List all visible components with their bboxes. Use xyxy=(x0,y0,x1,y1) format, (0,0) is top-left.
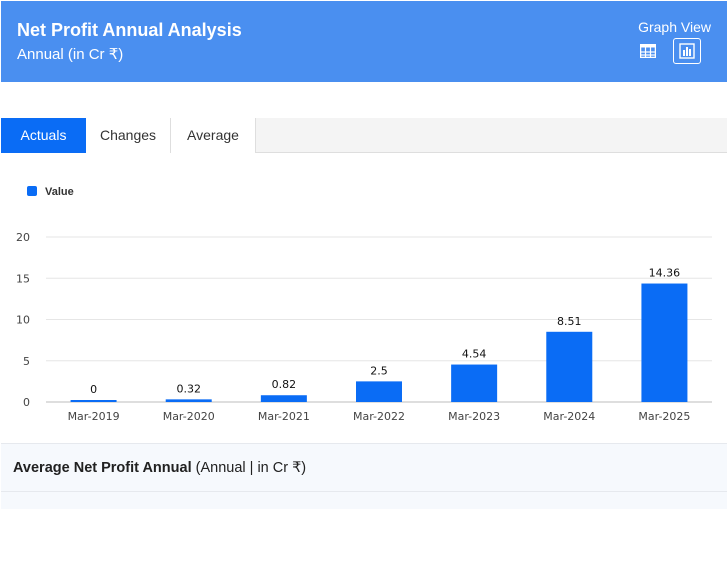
average-title-bold: Average Net Profit Annual xyxy=(13,460,192,476)
data-label: 8.51 xyxy=(557,315,582,328)
card-header: Net Profit Annual Analysis Annual (in Cr… xyxy=(1,1,727,82)
x-tick-label: Mar-2023 xyxy=(448,410,500,423)
bar xyxy=(70,400,117,402)
graph-view-label: Graph View xyxy=(638,19,711,35)
y-tick-label: 15 xyxy=(16,272,30,285)
y-tick-label: 20 xyxy=(16,231,30,244)
tab-changes[interactable]: Changes xyxy=(86,118,171,153)
card-title: Net Profit Annual Analysis xyxy=(17,20,242,40)
bar xyxy=(260,395,307,402)
net-profit-bar-chart: Value 0 5 10 15 20 0 Mar-2019 0.32 Mar-2020 0.82 Ma… xyxy=(16,186,712,423)
y-tick-label: 10 xyxy=(16,314,30,327)
x-tick-label: Mar-2024 xyxy=(543,410,595,423)
data-label: 0 xyxy=(90,383,97,396)
average-section-header: Average Net Profit Annual (Annual | in C… xyxy=(1,443,727,492)
average-section-body xyxy=(1,492,727,509)
tab-actuals[interactable]: Actuals xyxy=(1,118,86,153)
average-title-unit: (Annual | in Cr ₹) xyxy=(191,460,307,476)
data-label: 4.54 xyxy=(462,348,487,361)
data-label: 2.5 xyxy=(370,364,388,377)
table-icon[interactable] xyxy=(639,43,657,59)
chart-area: Value 0 5 10 15 20 0 Mar-2019 0.32 Mar-2020 0.82 Ma… xyxy=(1,154,727,443)
x-tick-label: Mar-2022 xyxy=(353,410,405,423)
bar xyxy=(451,364,498,402)
y-tick-label: 0 xyxy=(23,396,30,409)
data-label: 14.36 xyxy=(649,267,681,280)
bar xyxy=(641,283,688,402)
bar xyxy=(356,381,402,402)
legend-label: Value xyxy=(45,186,74,198)
legend-swatch xyxy=(27,186,37,196)
data-label: 0.82 xyxy=(272,378,297,391)
average-section-title: Average Net Profit Annual (Annual | in C… xyxy=(13,460,306,476)
tab-bar: Actuals Changes Average xyxy=(1,118,727,153)
x-tick-label: Mar-2020 xyxy=(163,410,215,423)
x-tick-label: Mar-2021 xyxy=(258,410,310,423)
x-tick-label: Mar-2025 xyxy=(638,410,690,423)
card-subtitle: Annual (in Cr ₹) xyxy=(17,46,124,63)
net-profit-card: Net Profit Annual Analysis Annual (in Cr… xyxy=(1,1,727,509)
bar xyxy=(165,399,212,402)
bar-chart-icon[interactable] xyxy=(673,38,701,64)
data-label: 0.32 xyxy=(176,382,201,395)
x-tick-label: Mar-2019 xyxy=(68,410,120,423)
y-tick-label: 5 xyxy=(23,355,30,368)
tab-average[interactable]: Average xyxy=(171,118,256,153)
bar xyxy=(546,331,593,402)
